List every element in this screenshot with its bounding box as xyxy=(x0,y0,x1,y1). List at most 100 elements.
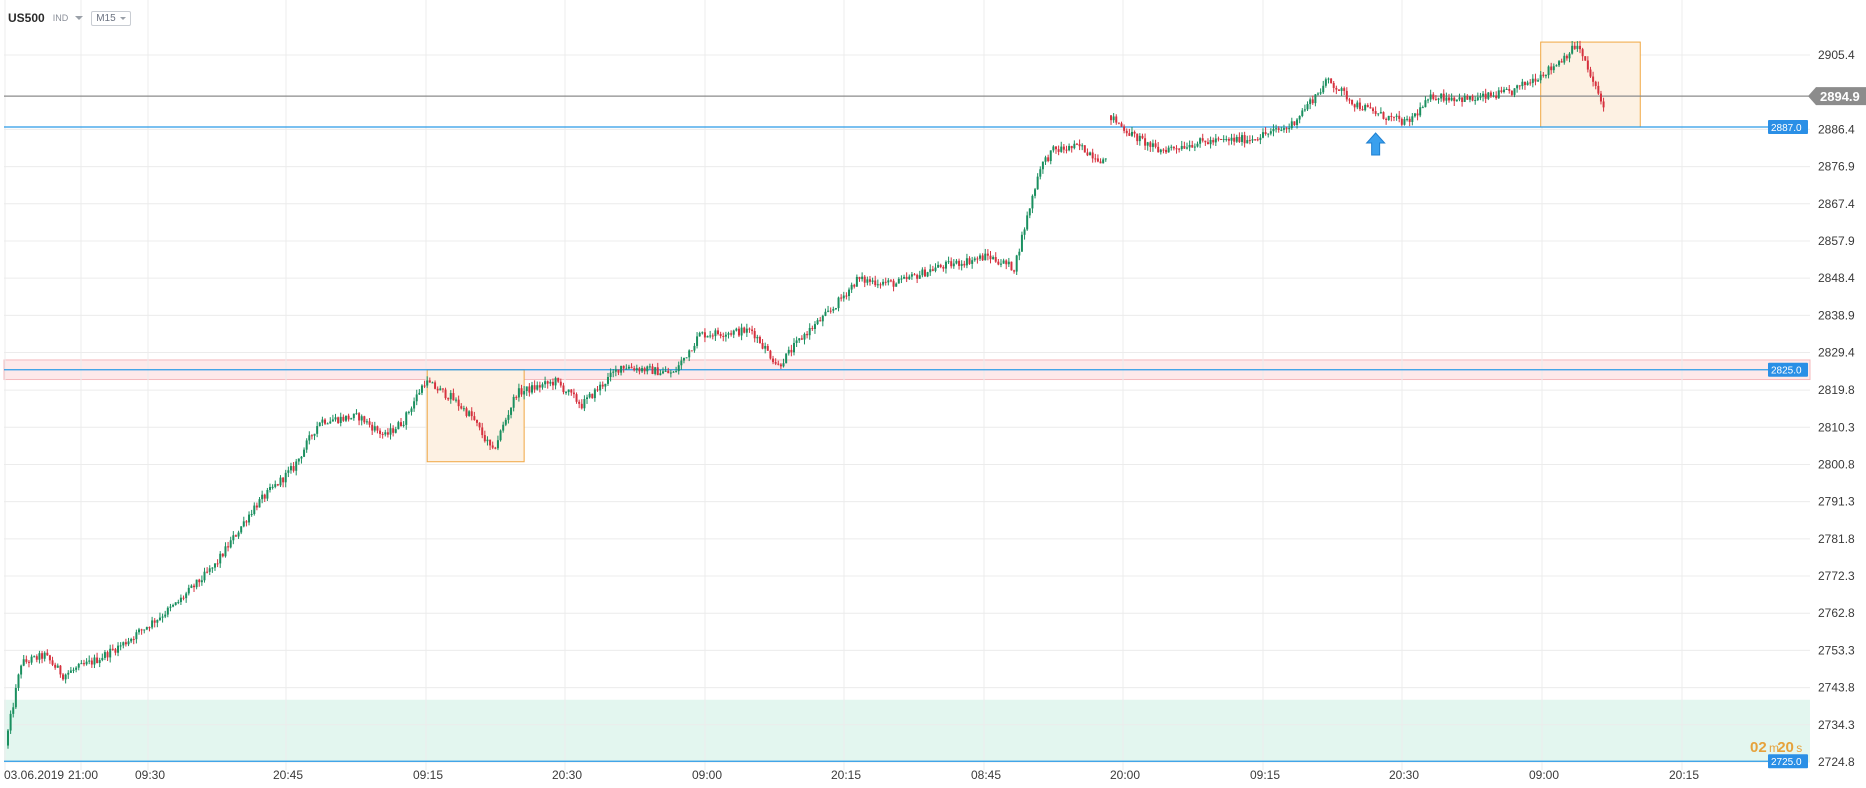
candle xyxy=(1576,45,1579,49)
candle xyxy=(1044,157,1047,162)
candle xyxy=(947,261,950,263)
candle xyxy=(541,384,544,388)
candle xyxy=(596,389,599,391)
y-tick-label: 2848.4 xyxy=(1818,271,1855,285)
candle xyxy=(1508,88,1511,91)
candle xyxy=(971,260,974,264)
candle xyxy=(499,430,502,441)
candle xyxy=(177,602,180,604)
candle xyxy=(743,327,746,333)
candle xyxy=(206,571,209,573)
candle xyxy=(586,397,589,400)
candle xyxy=(1529,82,1532,84)
candle xyxy=(1141,135,1144,139)
candle xyxy=(1170,146,1173,148)
candle xyxy=(82,663,85,665)
timeframe-selector[interactable]: M15 xyxy=(91,10,131,26)
candle xyxy=(1259,137,1262,140)
candle xyxy=(455,399,458,401)
y-tick-label: 2857.9 xyxy=(1818,234,1855,248)
candle xyxy=(703,332,706,338)
candle xyxy=(279,477,282,486)
candle xyxy=(688,350,691,358)
candle xyxy=(337,417,340,424)
candle xyxy=(1049,150,1052,162)
candle xyxy=(1209,139,1212,145)
candle xyxy=(1165,149,1168,153)
candle xyxy=(1159,149,1162,153)
candle xyxy=(1361,109,1364,111)
candle xyxy=(1503,89,1506,93)
candle xyxy=(135,632,138,640)
candle xyxy=(1136,133,1139,142)
candle xyxy=(1424,100,1427,108)
candle xyxy=(1597,85,1600,94)
candle xyxy=(1345,90,1348,100)
candle xyxy=(96,657,99,663)
candle xyxy=(347,415,350,420)
candle xyxy=(1296,119,1299,126)
candle xyxy=(1568,53,1571,59)
candle xyxy=(667,370,670,374)
candle xyxy=(538,385,541,388)
candle xyxy=(848,289,851,297)
candle xyxy=(1086,152,1089,156)
x-tick-label: 09:15 xyxy=(1250,768,1280,782)
candle xyxy=(434,382,437,389)
candle xyxy=(779,364,782,367)
candle xyxy=(986,253,989,256)
candle xyxy=(651,366,654,374)
candle xyxy=(1013,270,1016,272)
candle xyxy=(735,328,738,331)
candle xyxy=(153,620,156,623)
candle xyxy=(1400,118,1403,125)
candle xyxy=(38,653,41,660)
x-tick-label: 09:00 xyxy=(1529,768,1559,782)
account-selector[interactable]: IND xyxy=(53,13,84,23)
chevron-down-icon xyxy=(75,16,84,20)
candle xyxy=(397,422,400,430)
candle xyxy=(1193,146,1196,148)
candle xyxy=(358,413,361,421)
candle xyxy=(1094,158,1097,160)
candle xyxy=(46,652,49,656)
candle xyxy=(1573,45,1576,49)
candle xyxy=(90,660,93,665)
candle xyxy=(158,617,161,620)
symbol-label[interactable]: US500 xyxy=(8,11,45,25)
candle xyxy=(1301,110,1304,116)
candle xyxy=(806,333,809,336)
candle xyxy=(502,424,505,431)
y-tick-label: 2724.8 xyxy=(1818,755,1855,769)
candle xyxy=(1020,234,1023,252)
candle xyxy=(711,335,714,337)
candle xyxy=(1579,45,1581,50)
candle xyxy=(1167,147,1170,153)
candle xyxy=(308,435,311,441)
candle xyxy=(842,295,845,299)
candle xyxy=(1550,66,1553,71)
candle xyxy=(758,336,761,344)
candle xyxy=(169,606,172,608)
candle xyxy=(879,284,882,286)
candle xyxy=(1018,251,1021,256)
candle xyxy=(795,340,798,343)
candle xyxy=(638,368,641,372)
candle xyxy=(895,283,898,287)
candle xyxy=(481,427,484,436)
candle xyxy=(960,263,963,266)
candle xyxy=(1516,85,1519,89)
candle xyxy=(1290,121,1293,129)
y-tick-label: 2867.4 xyxy=(1818,197,1855,211)
candle xyxy=(462,408,465,410)
candle xyxy=(677,365,680,372)
candle xyxy=(221,553,224,557)
candle xyxy=(1571,45,1574,54)
candle xyxy=(1280,129,1283,131)
candle xyxy=(43,652,46,659)
candle xyxy=(863,276,866,283)
candle xyxy=(774,362,777,364)
candle xyxy=(164,614,167,617)
current-price-badge xyxy=(1808,87,1866,106)
